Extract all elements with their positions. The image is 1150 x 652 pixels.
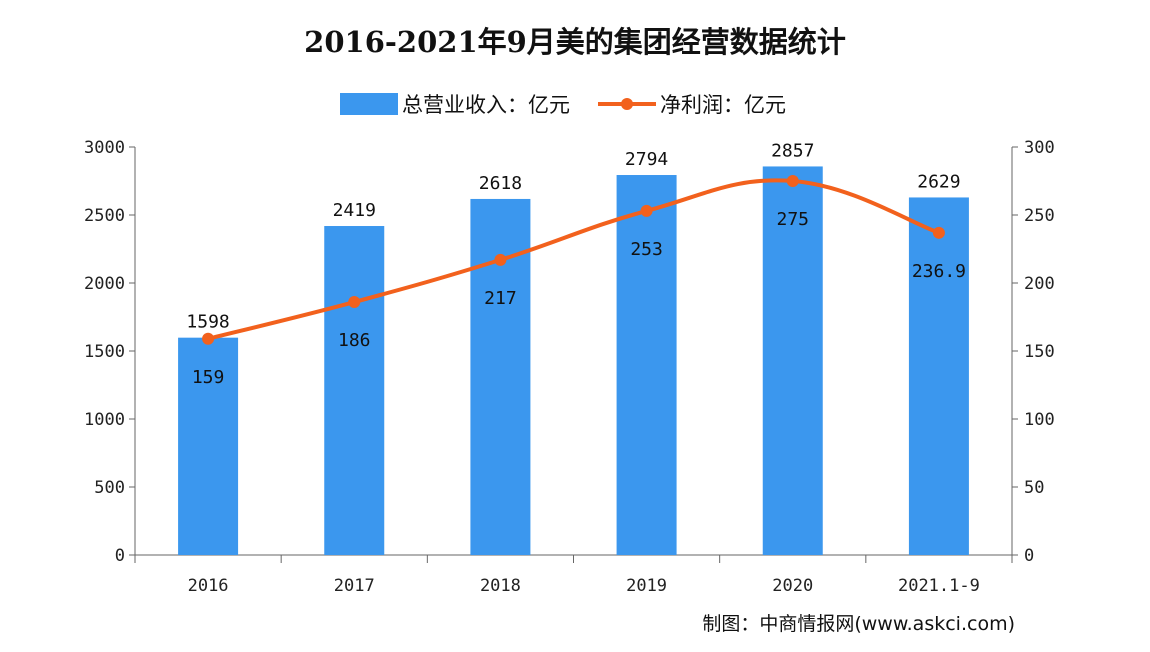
revenue-label: 2419 [333,200,376,221]
right-tick-label: 50 [1024,478,1044,498]
profit-label: 236.9 [912,261,966,282]
profit-label: 253 [630,239,663,260]
x-tick-label: 2020 [772,576,813,596]
legend-bar-swatch [340,93,398,115]
profit-label: 186 [338,330,371,351]
revenue-label: 1598 [186,312,229,333]
right-tick-label: 100 [1024,410,1055,430]
left-tick-label: 0 [115,546,125,566]
profit-point [494,253,507,266]
profit-point [640,204,653,217]
profit-label: 275 [776,209,809,230]
revenue-bar [616,175,677,556]
profit-line [202,175,945,345]
left-tick-label: 1500 [84,342,125,362]
data-labels: 1598 2419 2618 2794 2857 2629 159 186 217 253 275 2… [186,140,966,387]
revenue-label: 2857 [771,140,814,161]
revenue-label: 2794 [625,149,668,170]
axes: 0 500 1000 1500 2000 2500 3000 0 50 100 150 200 250 3… [84,138,1055,596]
left-tick-label: 2000 [84,274,125,294]
revenue-label: 2629 [917,171,960,192]
profit-point [932,226,945,239]
legend-line-marker [621,98,633,110]
left-tick-label: 1000 [84,410,125,430]
x-tick-label: 2016 [188,576,229,596]
chart-title: 2016-2021年9月美的集团经营数据统计 [304,25,846,59]
right-tick-label: 300 [1024,138,1055,158]
right-tick-label: 150 [1024,342,1055,362]
profit-point [348,296,361,309]
revenue-label: 2618 [479,173,522,194]
profit-line-path [207,178,940,341]
left-tick-label: 500 [94,478,125,498]
profit-point [202,332,215,345]
profit-label: 159 [192,367,225,388]
legend-bar-label: 总营业收入：亿元 [402,93,570,117]
left-tick-label: 2500 [84,206,125,226]
x-tick-label: 2017 [334,576,375,596]
profit-point [786,175,799,187]
revenue-bar [762,166,823,555]
source-note: 制图：中商情报网(www.askci.com) [702,613,1015,635]
left-tick-label: 3000 [84,138,125,158]
revenue-bar [178,337,239,555]
x-tick-label: 2018 [480,576,521,596]
legend-line-label: 净利润：亿元 [660,93,786,117]
right-tick-label: 0 [1024,546,1034,566]
revenue-bar [324,226,385,556]
profit-label: 217 [484,288,517,309]
x-tick-label: 2019 [626,576,667,596]
bars [178,166,969,556]
right-tick-label: 200 [1024,274,1055,294]
right-tick-label: 250 [1024,206,1055,226]
x-tick-label: 2021.1-9 [898,576,980,596]
legend: 总营业收入：亿元 净利润：亿元 [340,93,786,117]
revenue-bar [908,197,969,555]
